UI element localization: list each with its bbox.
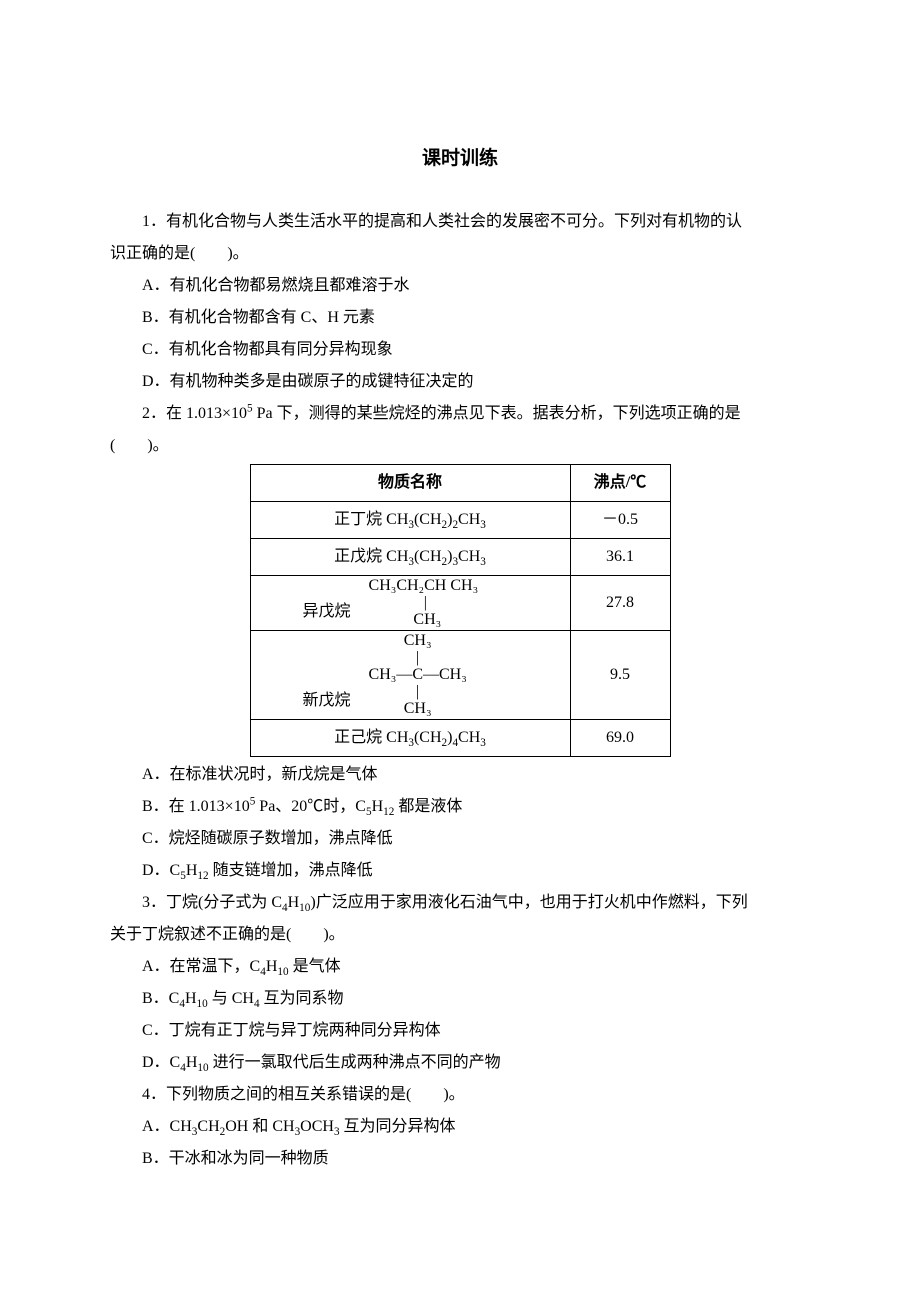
struct-row: | bbox=[369, 650, 467, 667]
q2-stem-line1: 2．在 1.013×105 Pa 下，测得的某些烷烃的沸点见下表。据表分析，下列… bbox=[110, 398, 810, 430]
boiling-point-table: 物质名称 沸点/℃ 正丁烷 CH3(CH2)2CH3 －0.5 正戊烷 CH3(… bbox=[250, 464, 671, 757]
q2b-mid: Pa、20℃时，C bbox=[255, 798, 366, 815]
struct-row: CH₃ bbox=[369, 633, 467, 650]
q2d-mid: H bbox=[186, 862, 198, 879]
q2b-pre: B．在 1.013×10 bbox=[142, 798, 250, 815]
cell-bp: 36.1 bbox=[570, 539, 670, 576]
cell-name: 异戊烷 CH₃CH₂CH CH₃ | CH₃ bbox=[250, 576, 570, 631]
q3a-post: 是气体 bbox=[289, 958, 341, 975]
q3a-s2: 10 bbox=[277, 967, 288, 979]
table-row: 正戊烷 CH3(CH2)3CH3 36.1 bbox=[250, 539, 670, 576]
q2b-post: 都是液体 bbox=[394, 798, 462, 815]
row5-formula: CH3(CH2)4CH3 bbox=[386, 729, 486, 746]
q2b-s2: 12 bbox=[383, 807, 394, 819]
table-row: 正己烷 CH3(CH2)4CH3 69.0 bbox=[250, 720, 670, 757]
q3a-m: H bbox=[266, 958, 278, 975]
q2-option-a: A．在标准状况时，新戊烷是气体 bbox=[110, 759, 810, 791]
q3d-pre: D．C bbox=[142, 1054, 180, 1071]
q3-pre: 3．丁烷(分子式为 C bbox=[142, 894, 282, 911]
q1-option-c: C．有机化合物都具有同分异构现象 bbox=[110, 334, 810, 366]
row5-label: 正己烷 bbox=[334, 729, 386, 746]
q2d-post: 随支链增加，沸点降低 bbox=[209, 862, 373, 879]
table-header-row: 物质名称 沸点/℃ bbox=[250, 465, 670, 502]
row2-formula: CH3(CH2)3CH3 bbox=[386, 548, 486, 565]
row2-label: 正戊烷 bbox=[334, 548, 386, 565]
cell-bp: －0.5 bbox=[570, 502, 670, 539]
row3-label: 异戊烷 bbox=[303, 596, 351, 628]
q3-stem-line2: 关于丁烷叙述不正确的是( )。 bbox=[110, 919, 810, 951]
q3b-post: 互为同系物 bbox=[260, 990, 344, 1007]
q4a-pre: A．CH bbox=[142, 1118, 192, 1135]
q4-stem: 4．下列物质之间的相互关系错误的是( )。 bbox=[110, 1079, 810, 1111]
q2-option-b: B．在 1.013×105 Pa、20℃时，C5H12 都是液体 bbox=[110, 791, 810, 823]
q2d-pre: D．C bbox=[142, 862, 180, 879]
q2-option-c: C．烷烃随碳原子数增加，沸点降低 bbox=[110, 823, 810, 855]
q1-option-a: A．有机化合物都易燃烧且都难溶于水 bbox=[110, 270, 810, 302]
row1-label: 正丁烷 bbox=[334, 511, 386, 528]
neopentane-structure: CH₃ | CH₃—C—CH₃ | CH₃ bbox=[369, 633, 467, 717]
q4a-m2: OH 和 CH bbox=[225, 1118, 294, 1135]
q4-option-b: B．干冰和冰为同一种物质 bbox=[110, 1143, 810, 1175]
cell-bp: 69.0 bbox=[570, 720, 670, 757]
q2-option-d: D．C5H12 随支链增加，沸点降低 bbox=[110, 855, 810, 887]
cell-bp: 9.5 bbox=[570, 631, 670, 720]
cell-bp: 27.8 bbox=[570, 576, 670, 631]
cell-name: 正丁烷 CH3(CH2)2CH3 bbox=[250, 502, 570, 539]
q2b-mid2: H bbox=[372, 798, 384, 815]
col-bp: 沸点/℃ bbox=[570, 465, 670, 502]
q2-stem-line2: ( )。 bbox=[110, 430, 810, 462]
q1-stem-line1: 1．有机化合物与人类生活水平的提高和人类社会的发展密不可分。下列对有机物的认 bbox=[110, 206, 810, 238]
q3-option-c: C．丁烷有正丁烷与异丁烷两种同分异构体 bbox=[110, 1015, 810, 1047]
q2-stem-pre: 2．在 1.013×10 bbox=[142, 405, 247, 422]
q3d-post: 进行一氯取代后生成两种沸点不同的产物 bbox=[209, 1054, 501, 1071]
q1-option-b: B．有机化合物都含有 C、H 元素 bbox=[110, 302, 810, 334]
q4a-m3: OCH bbox=[300, 1118, 334, 1135]
struct-row: | bbox=[369, 595, 479, 612]
cell-name: 新戊烷 CH₃ | CH₃—C—CH₃ | CH₃ bbox=[250, 631, 570, 720]
q2d-s2: 12 bbox=[197, 871, 208, 883]
page-title: 课时训练 bbox=[110, 140, 810, 178]
isopentane-structure: CH₃CH₂CH CH₃ | CH₃ bbox=[369, 578, 479, 628]
cell-name: 正戊烷 CH3(CH2)3CH3 bbox=[250, 539, 570, 576]
row4-label: 新戊烷 bbox=[303, 685, 351, 717]
q1-stem-line2: 识正确的是( )。 bbox=[110, 238, 810, 270]
q3-stem-line1: 3．丁烷(分子式为 C4H10)广泛应用于家用液化石油气中，也用于打火机中作燃料… bbox=[110, 887, 810, 919]
q3d-s2: 10 bbox=[197, 1063, 208, 1075]
q3-option-a: A．在常温下，C4H10 是气体 bbox=[110, 951, 810, 983]
q3d-m: H bbox=[186, 1054, 198, 1071]
q4a-post: 互为同分异构体 bbox=[340, 1118, 456, 1135]
q3-s2: 10 bbox=[299, 903, 310, 915]
cell-name: 正己烷 CH3(CH2)4CH3 bbox=[250, 720, 570, 757]
struct-row: | bbox=[369, 684, 467, 701]
q3-post: )广泛应用于家用液化石油气中，也用于打火机中作燃料，下列 bbox=[310, 894, 747, 911]
q3b-s2: 10 bbox=[197, 999, 208, 1011]
table-row: 正丁烷 CH3(CH2)2CH3 －0.5 bbox=[250, 502, 670, 539]
table-row: 新戊烷 CH₃ | CH₃—C—CH₃ | CH₃ 9.5 bbox=[250, 631, 670, 720]
q3a-pre: A．在常温下，C bbox=[142, 958, 260, 975]
struct-row: CH₃ bbox=[369, 612, 479, 629]
row1-formula: CH3(CH2)2CH3 bbox=[386, 511, 486, 528]
q3b-m2: 与 CH bbox=[208, 990, 254, 1007]
q4-option-a: A．CH3CH2OH 和 CH3OCH3 互为同分异构体 bbox=[110, 1111, 810, 1143]
q3-option-b: B．C4H10 与 CH4 互为同系物 bbox=[110, 983, 810, 1015]
q4a-m1: CH bbox=[197, 1118, 219, 1135]
q2-stem-post: Pa 下，测得的某些烷烃的沸点见下表。据表分析，下列选项正确的是 bbox=[253, 405, 741, 422]
struct-row: CH₃—C—CH₃ bbox=[369, 667, 467, 684]
struct-row: CH₃CH₂CH CH₃ bbox=[369, 578, 479, 595]
q3-m1: H bbox=[288, 894, 300, 911]
q3b-pre: B．C bbox=[142, 990, 179, 1007]
struct-row: CH₃ bbox=[369, 701, 467, 718]
q1-option-d: D．有机物种类多是由碳原子的成键特征决定的 bbox=[110, 366, 810, 398]
q3-option-d: D．C4H10 进行一氯取代后生成两种沸点不同的产物 bbox=[110, 1047, 810, 1079]
q3b-m1: H bbox=[185, 990, 197, 1007]
col-substance: 物质名称 bbox=[250, 465, 570, 502]
table-row: 异戊烷 CH₃CH₂CH CH₃ | CH₃ 27.8 bbox=[250, 576, 670, 631]
